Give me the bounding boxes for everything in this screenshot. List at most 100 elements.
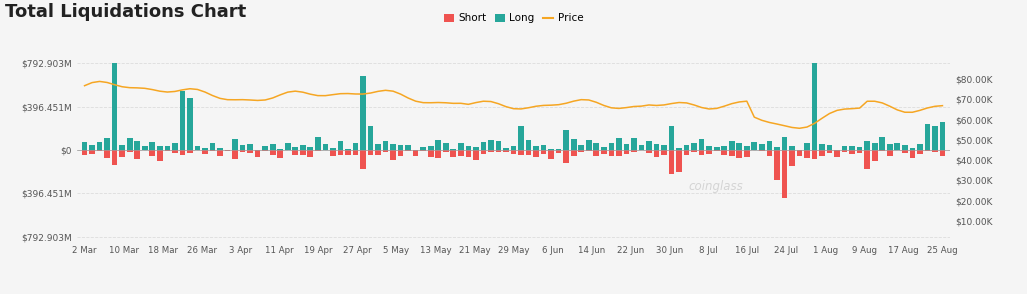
Bar — [420, 150, 426, 151]
Bar — [519, 126, 524, 150]
Bar — [465, 146, 471, 150]
Bar — [774, 147, 779, 150]
Bar — [519, 150, 524, 155]
Bar — [157, 146, 162, 150]
Bar — [601, 147, 607, 150]
Bar — [895, 150, 900, 151]
Bar — [300, 150, 306, 155]
Bar — [443, 143, 449, 150]
Bar — [661, 146, 667, 150]
Bar — [451, 150, 456, 157]
Bar — [458, 143, 463, 150]
Bar — [857, 147, 863, 150]
Bar — [895, 143, 900, 150]
Bar — [646, 141, 652, 150]
Bar — [533, 150, 539, 157]
Bar — [849, 150, 854, 153]
Bar — [744, 146, 750, 150]
Bar — [797, 150, 802, 156]
Bar — [548, 150, 554, 159]
Bar — [661, 150, 667, 155]
Bar — [284, 143, 291, 150]
Bar — [89, 150, 94, 154]
Bar — [255, 150, 261, 157]
Bar — [360, 150, 366, 169]
Bar — [345, 150, 351, 155]
Bar — [541, 145, 546, 150]
Bar — [865, 141, 870, 150]
Bar — [488, 140, 494, 150]
Bar — [631, 138, 637, 150]
Bar — [239, 145, 245, 150]
Bar — [510, 150, 517, 154]
Bar — [541, 150, 546, 154]
Bar — [616, 138, 621, 150]
Bar — [887, 143, 892, 150]
Bar — [564, 131, 569, 150]
Bar — [210, 150, 216, 151]
Bar — [865, 150, 870, 169]
Bar — [623, 144, 630, 150]
Bar — [270, 144, 275, 150]
Bar — [443, 150, 449, 152]
Bar — [210, 143, 216, 150]
Bar — [842, 150, 847, 152]
Bar — [164, 146, 170, 150]
Bar — [397, 150, 404, 156]
Bar — [556, 149, 562, 150]
Bar — [89, 145, 94, 150]
Bar — [910, 150, 915, 158]
Bar — [902, 145, 908, 150]
Bar — [293, 150, 298, 155]
Bar — [284, 150, 291, 151]
Bar — [180, 150, 185, 155]
Bar — [352, 143, 358, 150]
Bar — [112, 150, 117, 165]
Bar — [736, 143, 743, 150]
Bar — [924, 124, 930, 150]
Bar — [721, 150, 727, 155]
Bar — [872, 150, 877, 161]
Bar — [360, 76, 366, 150]
Bar — [173, 150, 178, 153]
Bar — [684, 150, 689, 156]
Bar — [194, 146, 200, 150]
Bar — [669, 126, 675, 150]
Bar — [338, 150, 343, 155]
Bar — [857, 150, 863, 153]
Bar — [390, 150, 396, 160]
Bar — [707, 150, 712, 154]
Bar — [594, 150, 599, 156]
Bar — [744, 150, 750, 158]
Bar — [277, 150, 283, 158]
Bar — [586, 140, 592, 150]
Bar — [639, 145, 644, 150]
Bar — [578, 150, 584, 152]
Bar — [248, 144, 253, 150]
Bar — [375, 150, 381, 155]
Bar — [503, 148, 508, 150]
Bar — [766, 150, 772, 156]
Bar — [473, 150, 479, 160]
Bar — [383, 141, 388, 150]
Bar — [789, 150, 795, 166]
Bar — [112, 63, 117, 150]
Bar — [691, 150, 697, 152]
Bar — [653, 150, 659, 157]
Bar — [789, 146, 795, 150]
Bar — [691, 143, 697, 150]
Bar — [375, 143, 381, 150]
Bar — [609, 143, 614, 150]
Bar — [698, 138, 705, 150]
Bar — [270, 150, 275, 155]
Bar — [669, 150, 675, 174]
Bar — [352, 150, 358, 155]
Bar — [127, 150, 132, 151]
Bar — [496, 141, 501, 150]
Bar — [322, 144, 329, 150]
Bar — [180, 91, 185, 150]
Bar — [225, 150, 230, 151]
Bar — [262, 146, 268, 150]
Bar — [917, 150, 922, 154]
Bar — [232, 138, 238, 150]
